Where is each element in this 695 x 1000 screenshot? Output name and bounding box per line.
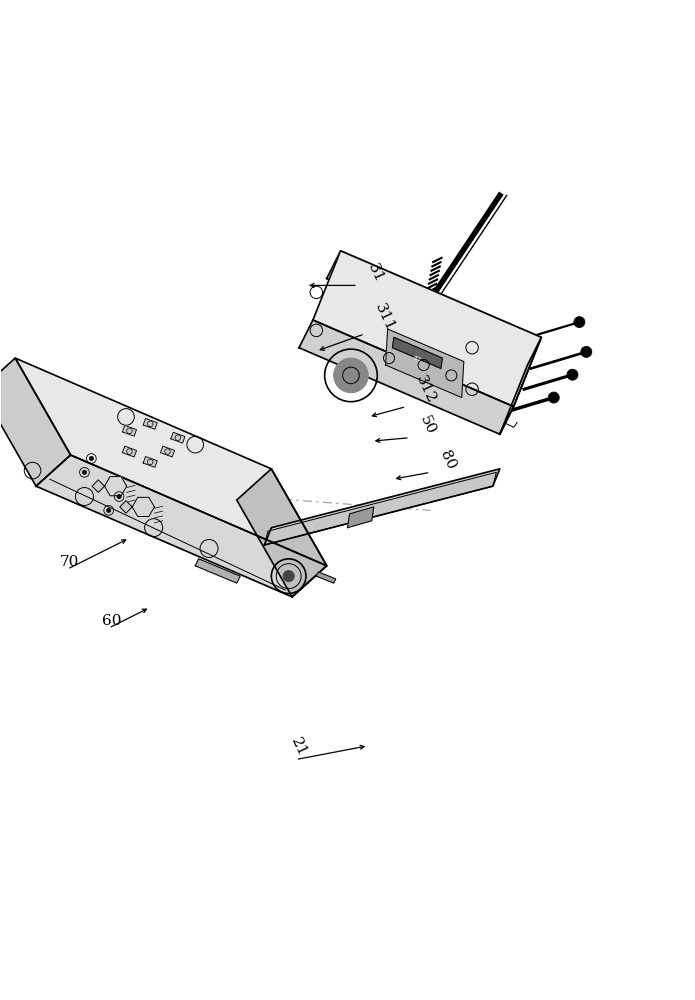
- Text: 312: 312: [414, 374, 439, 406]
- Polygon shape: [327, 251, 541, 365]
- Text: 80: 80: [437, 448, 459, 472]
- Polygon shape: [122, 446, 136, 457]
- Text: 21: 21: [288, 736, 309, 759]
- Circle shape: [283, 571, 294, 582]
- Text: 70: 70: [60, 555, 80, 569]
- Polygon shape: [264, 472, 496, 545]
- Polygon shape: [132, 497, 154, 517]
- Circle shape: [548, 392, 559, 403]
- Polygon shape: [299, 320, 514, 434]
- Polygon shape: [386, 329, 464, 398]
- Polygon shape: [161, 446, 174, 457]
- Polygon shape: [313, 251, 541, 407]
- Polygon shape: [104, 477, 126, 496]
- Polygon shape: [348, 507, 374, 528]
- Polygon shape: [36, 455, 327, 597]
- Polygon shape: [122, 425, 136, 436]
- Polygon shape: [264, 469, 500, 545]
- Polygon shape: [143, 457, 157, 467]
- Polygon shape: [316, 572, 336, 583]
- Polygon shape: [15, 358, 327, 566]
- Circle shape: [83, 470, 87, 474]
- Polygon shape: [237, 469, 327, 597]
- Circle shape: [106, 508, 111, 512]
- Text: 31: 31: [365, 261, 386, 285]
- Text: 311: 311: [372, 301, 397, 333]
- Text: 60: 60: [101, 614, 121, 628]
- Text: EEE: EEE: [412, 356, 422, 363]
- Polygon shape: [171, 432, 185, 443]
- Circle shape: [117, 494, 121, 499]
- Circle shape: [89, 456, 93, 461]
- Polygon shape: [92, 480, 104, 492]
- Circle shape: [581, 346, 592, 357]
- Circle shape: [567, 369, 578, 380]
- Text: 50: 50: [417, 414, 438, 437]
- Polygon shape: [0, 358, 71, 486]
- Polygon shape: [120, 501, 132, 513]
- Polygon shape: [195, 559, 240, 583]
- Circle shape: [334, 358, 368, 393]
- Polygon shape: [393, 337, 442, 368]
- Circle shape: [574, 317, 585, 328]
- Polygon shape: [143, 418, 157, 429]
- Polygon shape: [500, 337, 541, 434]
